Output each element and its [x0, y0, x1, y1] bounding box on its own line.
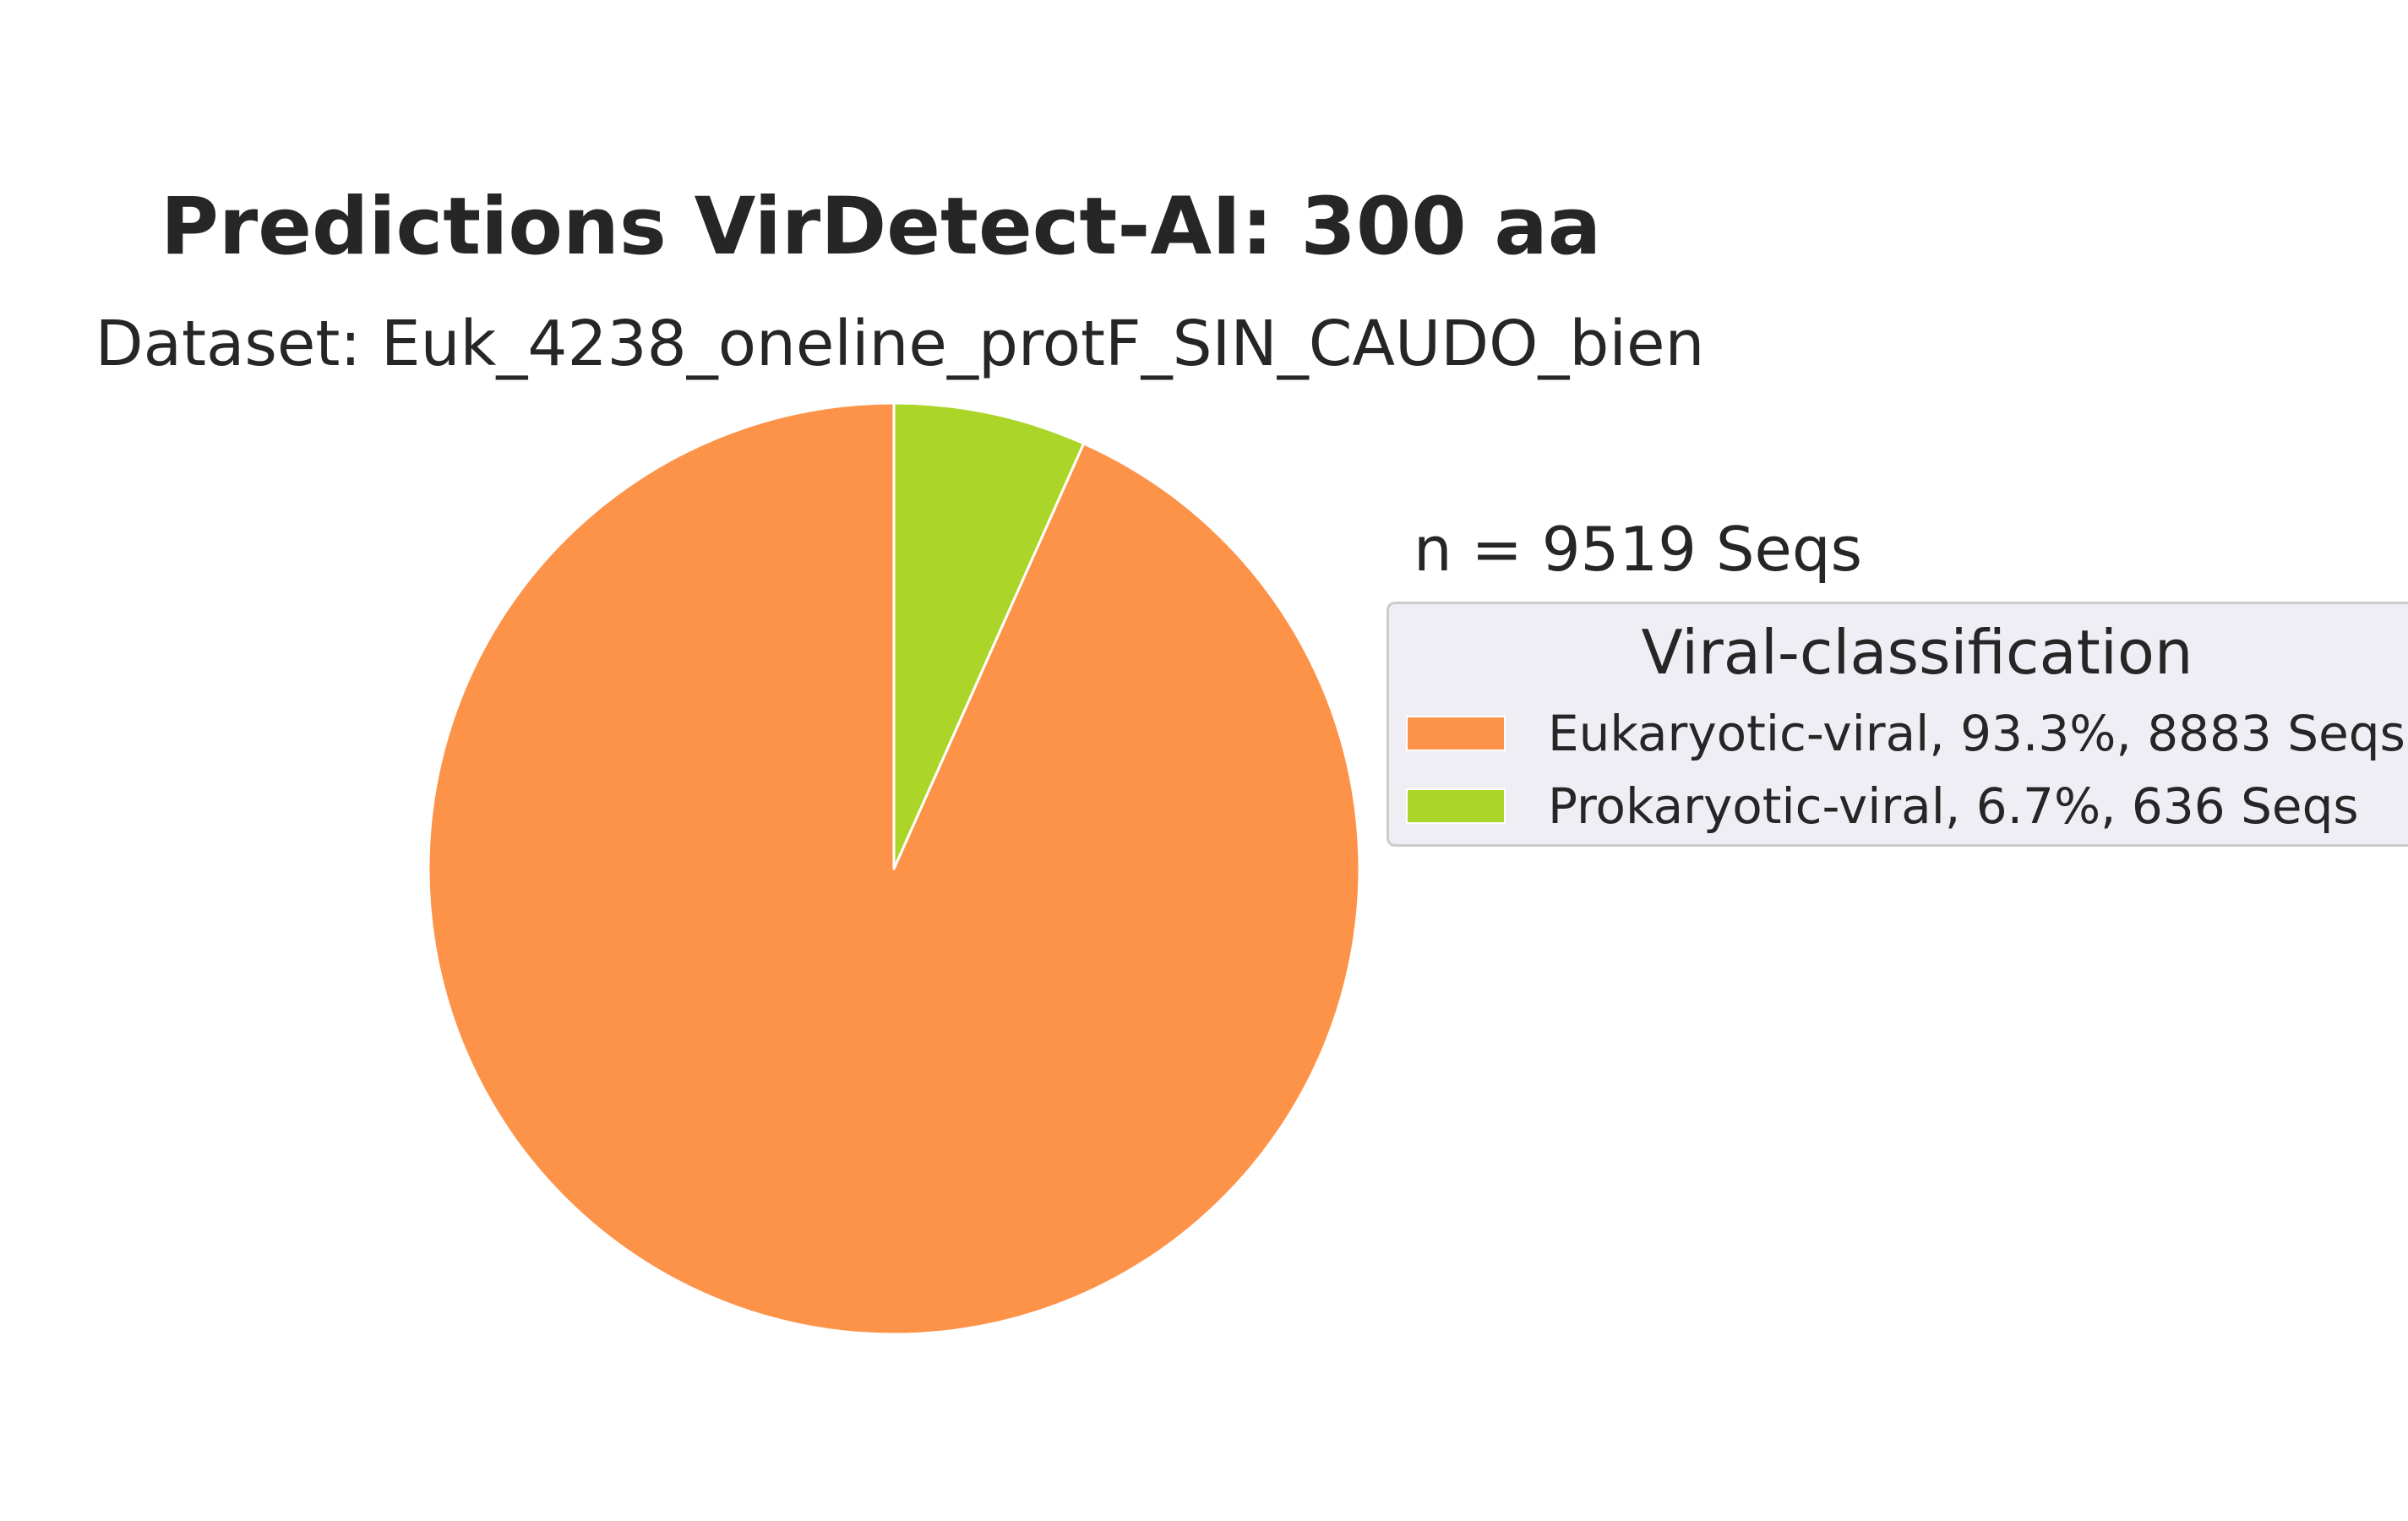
legend-swatch-prokaryotic-viral	[1406, 788, 1506, 824]
pie-slice-prokaryotic-viral	[892, 401, 1086, 870]
legend: Viral-classification Eukaryotic-viral, 9…	[1387, 602, 2408, 847]
chart-title: Predictions VirDetect-AI: 300 aa	[161, 181, 1602, 273]
legend-label-prokaryotic-viral: Prokaryotic-viral, 6.7%, 636 Seqs	[1548, 777, 2359, 835]
pie-slices	[427, 401, 1361, 1336]
legend-label-eukaryotic-viral: Eukaryotic-viral, 93.3%, 8883 Seqs	[1548, 705, 2405, 762]
legend-swatch-eukaryotic-viral	[1406, 716, 1506, 751]
legend-title: Viral-classification	[1641, 617, 2193, 688]
total-count-annotation: n = 9519 Seqs	[1414, 514, 1863, 585]
chart-subtitle: Dataset: Euk_4238_oneline_protF_SIN_CAUD…	[95, 308, 1705, 380]
